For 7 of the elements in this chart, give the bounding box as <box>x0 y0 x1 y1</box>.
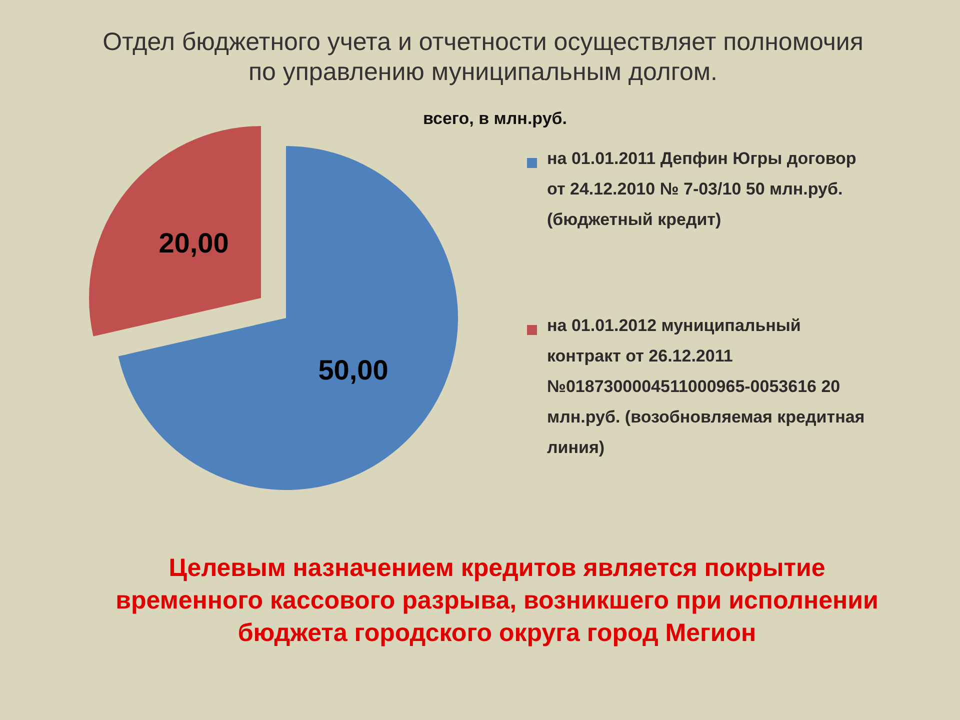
legend-label: на 01.01.2012 муниципальный контракт от 26.12.2011 №0187300004511000965-0053616 20 млн.руб. (возобновляемая кредитная линия) <box>547 316 865 457</box>
data-label: 50,00 <box>318 354 388 386</box>
chart-title: Отдел бюджетного учета и отчетности осуществляет полномочия по управлению муниципальным долгом. <box>102 28 864 86</box>
data-label: 20,00 <box>158 227 229 258</box>
chart-subtitle: всего, в млн.руб. <box>422 109 568 128</box>
text: Целевым назначением кредитов является покрытие временного кассового разрыва, возникшего при исполнении бюджета городского округа город Мегион <box>116 554 878 647</box>
legend-label: на 01.01.2011 Депфин Югры договор от 24.12.2010 № 7-03/10 50 млн.руб. (бюджетный кредит) <box>547 149 856 229</box>
